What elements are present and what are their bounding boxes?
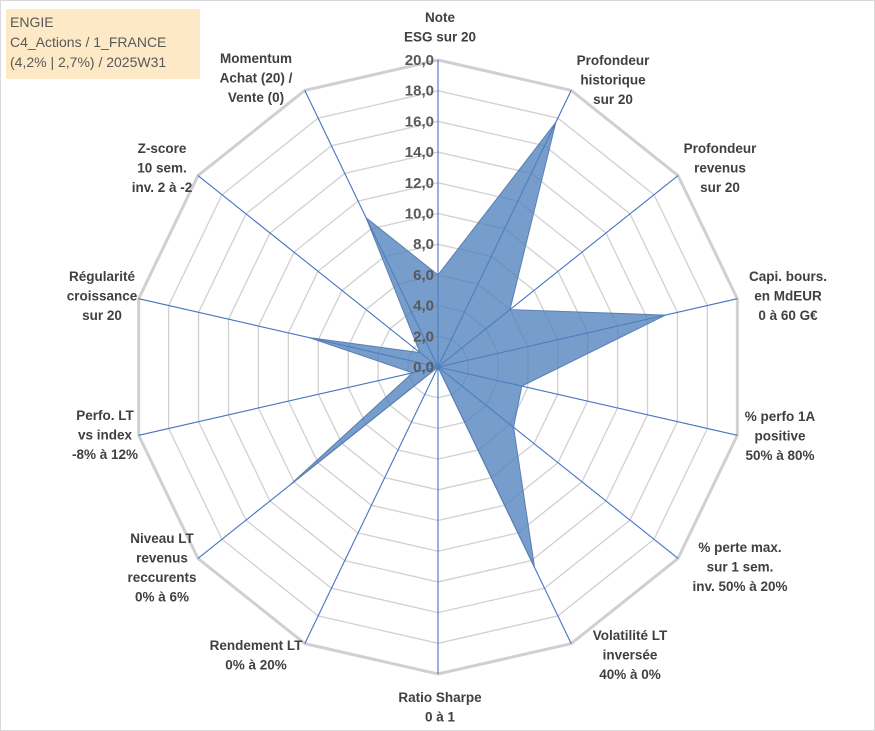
axis-spoke xyxy=(304,366,439,644)
tick-label: 18,0 xyxy=(405,83,434,100)
axis-spoke xyxy=(138,366,439,436)
category-label: Capi. bours. en MdEUR 0 à 60 G€ xyxy=(749,269,827,323)
tick-label: 2,0 xyxy=(413,328,434,345)
category-label: % perte max. sur 1 sem. inv. 50% à 20% xyxy=(692,540,787,594)
category-label: Note ESG sur 20 xyxy=(404,10,476,45)
tick-label: 12,0 xyxy=(405,175,434,192)
tick-label: 8,0 xyxy=(413,236,434,253)
tick-label: 10,0 xyxy=(405,206,434,223)
category-label: Perfo. LT vs index -8% à 12% xyxy=(72,408,138,462)
series-area xyxy=(288,121,666,568)
tick-label: 6,0 xyxy=(413,267,434,284)
category-label: % perfo 1A positive 50% à 80% xyxy=(745,409,816,463)
info-line-1: ENGIE xyxy=(10,14,54,30)
category-label: Rendement LT 0% à 20% xyxy=(210,638,304,673)
axis-spoke xyxy=(197,175,439,368)
category-label: Volatilité LT inversée 40% à 0% xyxy=(593,628,668,682)
info-line-2: C4_Actions / 1_FRANCE xyxy=(10,34,167,50)
category-label: Z-score 10 sem. inv. 2 à -2 xyxy=(132,141,193,195)
category-label: Niveau LT revenus reccurents 0% à 6% xyxy=(127,531,196,605)
tick-label: 20,0 xyxy=(405,52,434,69)
info-line-3: (4,2% | 2,7%) / 2025W31 xyxy=(10,54,167,70)
tick-label: 4,0 xyxy=(413,298,434,315)
info-box: ENGIE C4_Actions / 1_FRANCE (4,2% | 2,7%… xyxy=(6,9,200,79)
tick-label: 14,0 xyxy=(405,144,434,161)
tick-label: 0,0 xyxy=(413,359,434,376)
tick-label: 16,0 xyxy=(405,113,434,130)
category-label: Profondeur historique sur 20 xyxy=(577,53,650,107)
category-label: Ratio Sharpe 0 à 1 xyxy=(398,690,482,725)
category-label: Momentum Achat (20) / Vente (0) xyxy=(220,51,293,105)
category-label: Régularité croissance sur 20 xyxy=(67,269,138,323)
category-label: Profondeur revenus sur 20 xyxy=(684,141,757,195)
